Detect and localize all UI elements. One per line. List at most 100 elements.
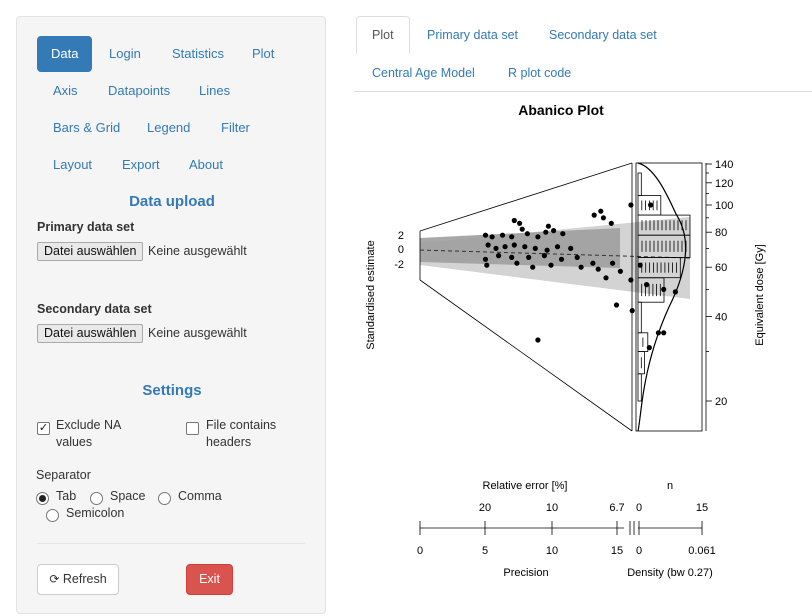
n-tick-0: 0	[636, 502, 642, 514]
tab-divider	[354, 91, 812, 92]
left-tick-0: 0	[398, 244, 404, 256]
chart-title: Abanico Plot	[518, 102, 604, 118]
data-point	[560, 231, 566, 237]
nav-pill-filter[interactable]: Filter	[221, 120, 250, 135]
data-point	[610, 260, 616, 266]
x-top-tick-6-7: 6.7	[609, 502, 624, 514]
data-point	[509, 254, 515, 260]
divider	[37, 543, 305, 544]
central-value-line	[419, 249, 691, 259]
precision-tick-10: 10	[546, 545, 558, 557]
data-point	[655, 330, 661, 336]
data-point	[511, 242, 517, 248]
nav-pill-lines[interactable]: Lines	[199, 83, 231, 98]
nav-pill-layout[interactable]: Layout	[53, 157, 93, 172]
settings-heading: Settings	[142, 382, 202, 399]
exit-button[interactable]: Exit	[186, 564, 233, 595]
data-point	[603, 275, 609, 281]
right-tick-label: 120	[715, 178, 733, 190]
data-point	[644, 282, 650, 288]
data-point	[526, 254, 532, 260]
secondary-file-button[interactable]: Datei auswählen	[37, 324, 144, 343]
precision-tick-15: 15	[611, 545, 623, 557]
histogram-bar	[637, 172, 642, 197]
separator-radio-space[interactable]	[90, 492, 103, 505]
file-headers-label-line1: File contains	[206, 418, 277, 432]
precision-tick-0: 0	[417, 545, 423, 557]
data-point	[648, 202, 654, 208]
tab-primary-data-set[interactable]: Primary data set	[427, 28, 519, 42]
data-point	[541, 253, 547, 259]
data-point	[530, 264, 536, 270]
band-inner	[420, 228, 620, 268]
primary-file-status: Keine ausgewählt	[148, 244, 247, 258]
separator-radio-semicolon[interactable]	[46, 509, 59, 522]
data-point	[535, 337, 541, 343]
file-headers-checkbox[interactable]	[186, 422, 199, 435]
data-point	[524, 231, 530, 237]
x-top-tick-10: 10	[546, 502, 558, 514]
data-point	[568, 245, 574, 251]
nav-pill-about[interactable]: About	[189, 157, 223, 172]
data-point	[514, 260, 520, 266]
nav-pill-bars-grid[interactable]: Bars & Grid	[53, 120, 121, 135]
right-tick-label: 100	[715, 200, 733, 212]
data-point	[598, 208, 604, 214]
data-point	[543, 229, 549, 235]
data-point	[532, 245, 538, 251]
refresh-button[interactable]: ⟳ Refresh	[37, 564, 119, 595]
data-point	[545, 223, 551, 229]
density-label: Density (bw 0.27)	[627, 567, 713, 579]
data-point	[628, 202, 634, 208]
nav-pill-datapoints[interactable]: Datapoints	[108, 83, 171, 98]
data-point	[591, 212, 597, 218]
data-point	[637, 262, 643, 268]
x-bottom-label: Precision	[503, 567, 548, 579]
tab-r-plot-code[interactable]: R plot code	[508, 66, 572, 80]
nav-pill-plot[interactable]: Plot	[252, 46, 275, 61]
data-point	[628, 277, 634, 283]
y-left-label: Standardised estimate	[365, 240, 377, 349]
data-point	[558, 256, 565, 262]
data-point	[522, 244, 528, 250]
data-point	[493, 245, 499, 251]
left-tick-2: 2	[398, 230, 404, 242]
right-tick-label: 140	[715, 159, 733, 171]
data-point	[613, 302, 620, 308]
data-point	[502, 244, 508, 250]
separator-radio-tab[interactable]	[36, 492, 49, 505]
density-tick-max: 0.061	[688, 545, 716, 557]
data-point	[672, 289, 678, 295]
primary-file-button[interactable]: Datei auswählen	[37, 242, 144, 261]
exclude-na-checkbox[interactable]: ✓	[37, 422, 50, 435]
tab-central-age-model[interactable]: Central Age Model	[372, 66, 475, 80]
data-upload-heading: Data upload	[129, 193, 215, 210]
x-top-tick-20: 20	[479, 502, 491, 514]
data-point	[485, 242, 491, 248]
histogram-bar	[637, 332, 649, 353]
left-tick-neg2: -2	[394, 259, 404, 271]
nav-pill-data[interactable]: Data	[37, 36, 93, 72]
separator-label-space: Space	[110, 489, 146, 503]
separator-label-tab: Tab	[56, 489, 77, 503]
precision-tick-5: 5	[482, 545, 488, 557]
histogram-bar	[637, 301, 642, 334]
data-point	[509, 234, 515, 240]
primary-data-label: Primary data set	[37, 220, 135, 234]
nav-pill-legend[interactable]: Legend	[147, 120, 191, 135]
right-tick-label: 60	[715, 262, 727, 274]
data-point	[499, 232, 506, 238]
secondary-file-status: Keine ausgewählt	[148, 326, 247, 340]
nav-pill-export[interactable]: Export	[122, 157, 160, 172]
nav-pill-axis[interactable]: Axis	[53, 83, 78, 98]
tab-plot[interactable]: Plot	[356, 16, 410, 54]
nav-pill-statistics[interactable]: Statistics	[172, 46, 225, 61]
n-label: n	[667, 480, 673, 492]
data-point	[489, 234, 495, 240]
separator-radio-comma[interactable]	[158, 492, 171, 505]
nav-pill-login[interactable]: Login	[109, 46, 141, 61]
separator-label: Separator	[36, 468, 91, 482]
histogram-bar	[637, 195, 662, 216]
right-tick-label: 20	[715, 396, 727, 408]
tab-secondary-data-set[interactable]: Secondary data set	[549, 28, 657, 42]
